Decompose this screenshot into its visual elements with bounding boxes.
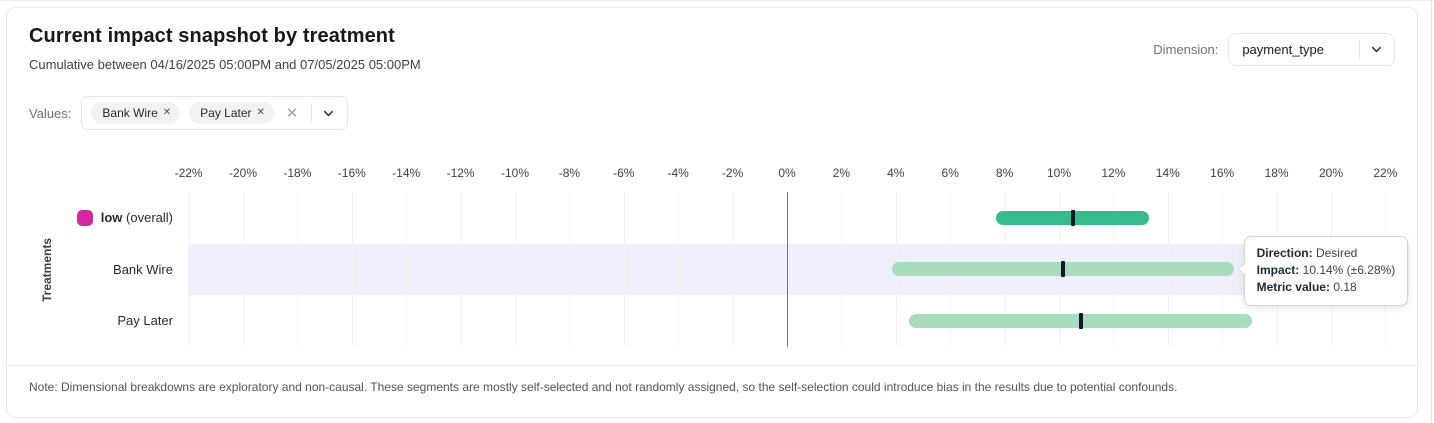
axis-tick-label: -16%: [337, 166, 366, 180]
axis-tick-label: -4%: [667, 166, 689, 180]
clear-all-icon[interactable]: ✕: [285, 104, 299, 122]
row-label: low (overall): [7, 208, 173, 228]
values-label: Values:: [29, 105, 72, 121]
values-multiselect[interactable]: Bank Wire ✕ Pay Later ✕ ✕: [81, 96, 348, 130]
gridline: [678, 192, 680, 347]
value-chip-label: Pay Later: [200, 106, 252, 120]
axis-tick-label: 0%: [778, 166, 796, 180]
axis-tick-label: -12%: [446, 166, 475, 180]
values-filter: Values: Bank Wire ✕ Pay Later ✕ ✕: [29, 96, 348, 130]
chevron-down-icon: [1371, 46, 1382, 53]
axis-tick-label: 4%: [887, 166, 905, 180]
axis-tick-label: 18%: [1264, 166, 1289, 180]
page-title: Current impact snapshot by treatment: [29, 25, 395, 47]
dimension-select[interactable]: payment_type: [1228, 33, 1395, 66]
axis-tick-label: 2%: [832, 166, 851, 180]
axis-tick-label: 16%: [1210, 166, 1235, 180]
chart-tooltip: Direction: Desired Impact: 10.14% (±6.28…: [1237, 236, 1409, 307]
axis-tick-label: 12%: [1101, 166, 1126, 180]
gridline: [406, 192, 408, 347]
row-label: Bank Wire: [113, 261, 173, 277]
footnote: Note: Dimensional breakdowns are explora…: [7, 365, 1417, 394]
axis-tick-label: 14%: [1155, 166, 1180, 180]
impact-chart: Treatments Direction: Desired Impact: 10…: [7, 8, 1417, 417]
select-divider: [1359, 39, 1360, 60]
value-chip-pay-later[interactable]: Pay Later ✕: [189, 102, 274, 124]
impact-point-marker: [1070, 209, 1075, 226]
axis-tick-label: 10%: [1046, 166, 1072, 180]
axis-tick-label: 6%: [941, 166, 959, 180]
dimension-control: Dimension: payment_type: [1153, 33, 1395, 66]
value-chip-label: Bank Wire: [102, 106, 158, 120]
zero-gridline: [787, 192, 788, 347]
axis-tick-label: 8%: [995, 166, 1014, 180]
legend-swatch: [76, 209, 93, 226]
tooltip-direction-line: Direction: Desired: [1256, 246, 1358, 261]
tooltip-impact-line: Impact: 10.14% (±6.28%): [1256, 263, 1396, 278]
date-range-subtitle: Cumulative between 04/16/2025 05:00PM an…: [29, 57, 421, 72]
dimension-select-value: payment_type: [1242, 42, 1324, 57]
chevron-down-icon[interactable]: [321, 106, 336, 121]
impact-snapshot-card: Current impact snapshot by treatment Cum…: [6, 7, 1418, 418]
axis-tick-label: 22%: [1373, 166, 1398, 180]
remove-chip-icon[interactable]: ✕: [256, 107, 265, 118]
page-edge-divider: [1431, 1, 1432, 423]
axis-tick-label: -6%: [613, 166, 635, 180]
axis-tick-label: 20%: [1318, 166, 1344, 180]
gridline: [188, 192, 190, 347]
axis-tick-label: -8%: [558, 166, 581, 180]
tooltip-metric-line: Metric value: 0.18: [1256, 280, 1357, 295]
axis-tick-label: -18%: [283, 166, 312, 180]
impact-point-marker: [1078, 312, 1083, 329]
axis-tick-label: -2%: [721, 166, 744, 180]
impact-point-marker: [1060, 261, 1065, 278]
value-chip-bank-wire[interactable]: Bank Wire ✕: [91, 102, 181, 124]
axis-tick-label: -20%: [228, 166, 258, 180]
row-label: Pay Later: [117, 313, 173, 329]
remove-chip-icon[interactable]: ✕: [162, 107, 172, 118]
gridline: [243, 192, 244, 347]
gridline: [460, 192, 462, 347]
gridline: [841, 192, 843, 347]
select-divider: [310, 103, 312, 123]
gridline: [351, 192, 353, 347]
axis-tick-label: -10%: [500, 166, 530, 180]
dimension-label: Dimension:: [1153, 42, 1219, 57]
gridline: [623, 192, 625, 347]
axis-tick-label: -14%: [392, 166, 421, 180]
gridline: [732, 192, 734, 347]
gridline: [297, 192, 299, 347]
gridline: [515, 192, 516, 347]
axis-tick-label: -22%: [174, 166, 203, 180]
gridline: [569, 192, 571, 347]
